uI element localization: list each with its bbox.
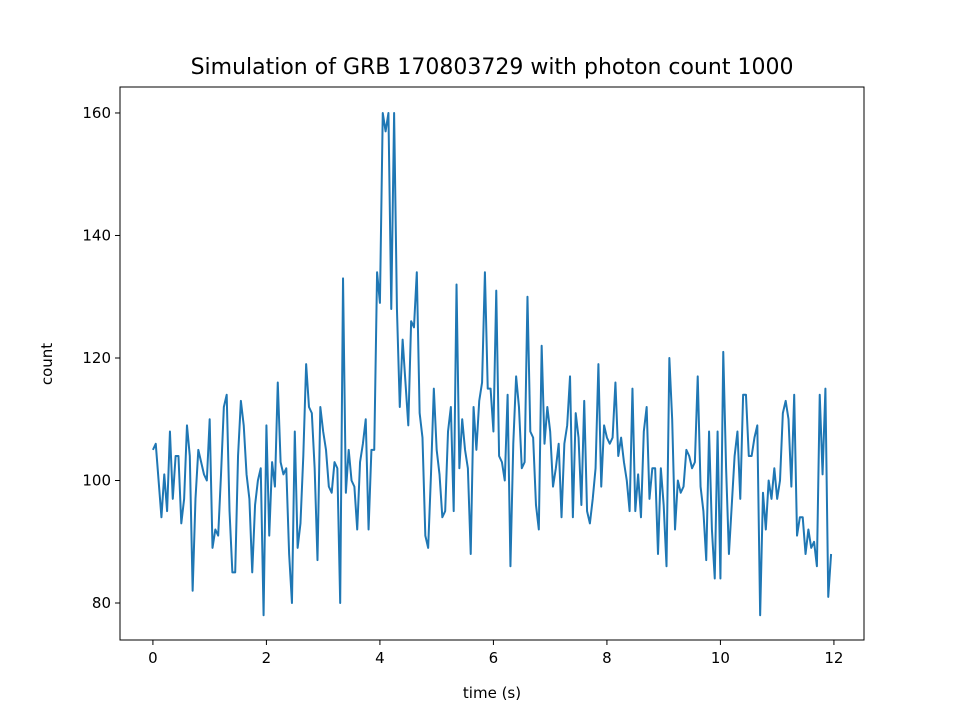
y-tick-label: 80 — [92, 594, 111, 612]
y-tick-label: 140 — [82, 226, 111, 244]
x-tick-label: 6 — [489, 649, 499, 667]
plot-frame — [119, 86, 865, 641]
x-tick-label: 2 — [262, 649, 272, 667]
y-tick-label: 100 — [82, 471, 111, 489]
data-line — [152, 111, 833, 617]
y-axis-label: count — [38, 343, 56, 385]
x-tick-label: 10 — [711, 649, 730, 667]
x-axis-label: time (s) — [463, 684, 521, 702]
y-tick-label: 160 — [82, 104, 111, 122]
chart-title: Simulation of GRB 170803729 with photon … — [191, 55, 794, 80]
y-tick-label: 120 — [82, 349, 111, 367]
x-tick-label: 0 — [148, 649, 158, 667]
x-tick-label: 8 — [602, 649, 612, 667]
x-tick-label: 4 — [375, 649, 385, 667]
x-tick-label: 12 — [824, 649, 843, 667]
